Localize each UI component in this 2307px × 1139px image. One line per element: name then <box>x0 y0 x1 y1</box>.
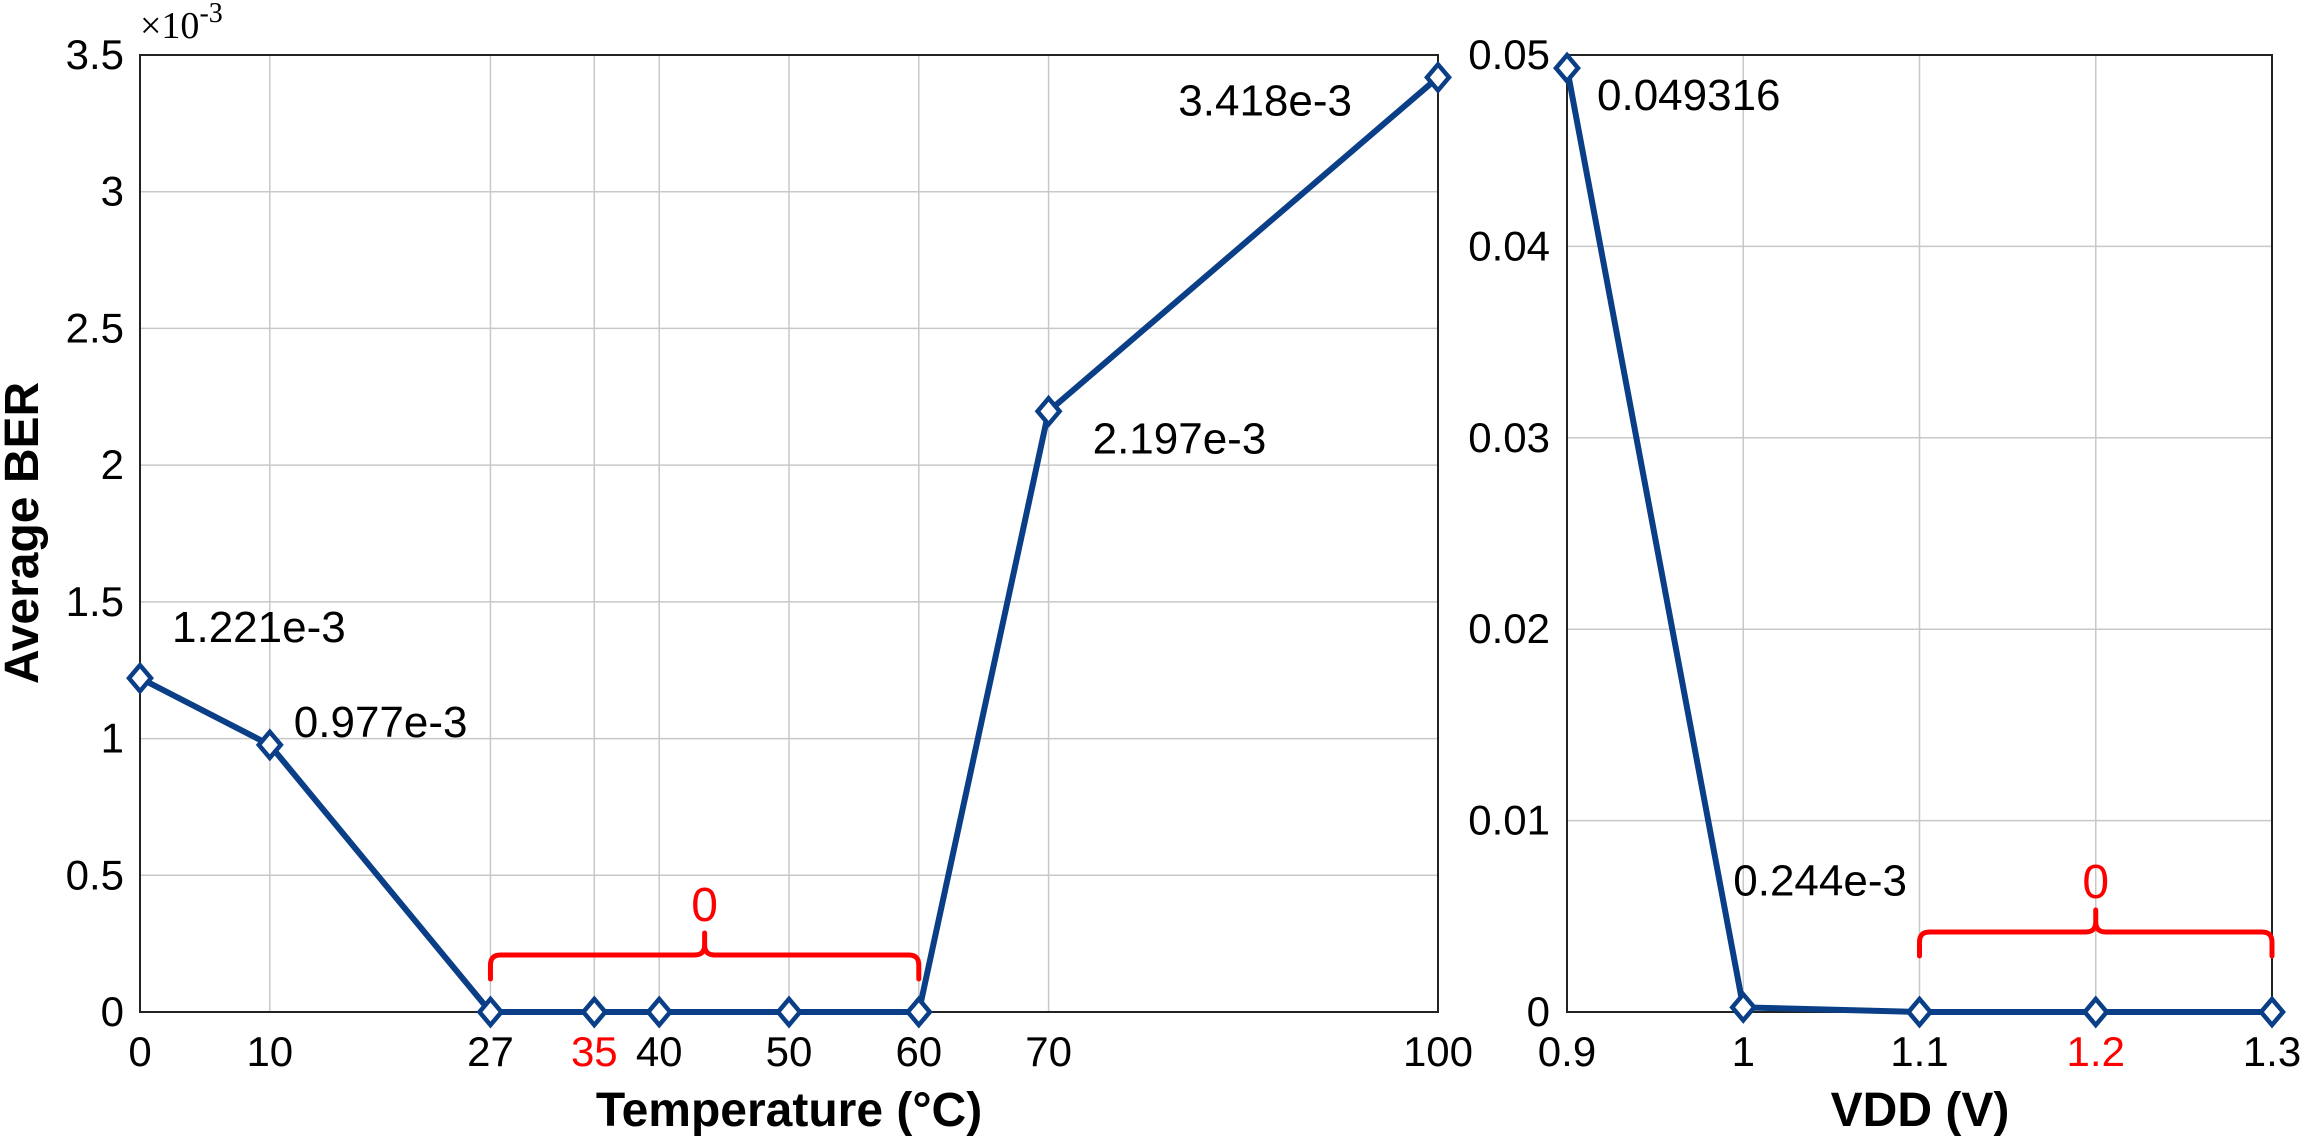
data-point-marker <box>255 728 284 762</box>
data-point-marker <box>126 661 154 695</box>
vdd-y-ticks: 0 0.01 0.02 0.03 0.04 0.05 <box>1468 31 1550 1035</box>
data-point-marker <box>2258 995 2286 1029</box>
y-tick-label: 0.5 <box>66 851 124 898</box>
x-tick-label: 1.3 <box>2243 1028 2301 1075</box>
temperature-markers <box>126 60 1452 1029</box>
data-point-marker <box>2081 995 2110 1029</box>
data-label: 0.244e-3 <box>1733 856 1907 905</box>
data-point-marker <box>904 995 933 1029</box>
x-tick-label: 1 <box>1732 1028 1755 1075</box>
temperature-x-label: Temperature (°C) <box>596 1084 982 1137</box>
temperature-zero-label: 0 <box>691 879 718 932</box>
data-point-marker <box>580 995 609 1029</box>
y-tick-label: 0.05 <box>1468 31 1550 78</box>
temperature-annotations: 1.221e-3 0.977e-3 2.197e-3 3.418e-3 <box>172 76 1352 746</box>
vdd-zero-label: 0 <box>2082 856 2109 909</box>
x-tick-label: 10 <box>246 1028 293 1075</box>
vdd-zero-bracket <box>1917 907 2275 959</box>
y-tick-label: 0.03 <box>1468 414 1550 461</box>
vdd-x-ticks: 0.9 1 1.1 1.2 1.3 <box>1538 1028 2301 1075</box>
data-label: 1.221e-3 <box>172 603 346 652</box>
x-tick-label: 0.9 <box>1538 1028 1596 1075</box>
data-point-marker <box>645 995 674 1029</box>
x-tick-label: 1.2 <box>2067 1028 2125 1075</box>
x-tick-label: 27 <box>467 1028 514 1075</box>
temperature-x-ticks: 0 10 27 35 40 50 60 70 100 <box>128 1028 1473 1075</box>
data-label: 0.049316 <box>1597 71 1781 120</box>
x-tick-label: 40 <box>636 1028 683 1075</box>
data-point-marker <box>1034 394 1063 428</box>
x-tick-label: 70 <box>1025 1028 1072 1075</box>
temperature-grid <box>139 54 1439 1013</box>
x-tick-label: 50 <box>766 1028 813 1075</box>
data-point-marker <box>476 995 505 1029</box>
data-label: 2.197e-3 <box>1093 414 1267 463</box>
y-tick-label: 2.5 <box>66 304 124 351</box>
vdd-annotations: 0.049316 0.244e-3 <box>1597 71 1907 905</box>
data-point-marker <box>1729 990 1758 1024</box>
y-axis-label: Average BER <box>0 382 49 684</box>
vdd-panel: 0 0.01 0.02 0.03 0.04 0.05 0.9 1 1.1 1.2 1.3 0 0.… <box>1468 31 2301 1137</box>
vdd-grid <box>1566 54 2273 1013</box>
y-tick-label: 1.5 <box>66 578 124 625</box>
data-point-marker <box>1424 60 1452 94</box>
y-tick-label: 0.02 <box>1468 605 1550 652</box>
y-tick-label: 3 <box>101 168 124 215</box>
x-tick-label: 0 <box>128 1028 151 1075</box>
data-point-marker <box>1905 995 1934 1029</box>
vdd-markers <box>1553 51 2286 1029</box>
data-point-marker <box>1553 51 1581 85</box>
temperature-zero-bracket <box>487 930 922 982</box>
y-tick-label: 2 <box>101 441 124 488</box>
temperature-panel: 0 0.5 1 1.5 2 2.5 3 3.5 0 10 27 35 40 50 60 70 100 ×10-… <box>0 0 1473 1137</box>
vdd-x-label: VDD (V) <box>1831 1084 2010 1137</box>
data-label: 0.977e-3 <box>294 698 468 747</box>
y-exponent-base: ×10-3 <box>140 0 223 47</box>
y-tick-label: 0 <box>1527 988 1550 1035</box>
y-tick-label: 3.5 <box>66 31 124 78</box>
y-tick-label: 0.04 <box>1468 222 1550 269</box>
y-tick-label: 0 <box>101 988 124 1035</box>
x-tick-label: 60 <box>895 1028 942 1075</box>
y-tick-label: 1 <box>101 715 124 762</box>
data-point-marker <box>775 995 803 1029</box>
x-tick-label: 1.1 <box>1890 1028 1948 1075</box>
x-tick-label: 35 <box>571 1028 618 1075</box>
data-label: 3.418e-3 <box>1178 76 1352 125</box>
y-tick-label: 0.01 <box>1468 797 1550 844</box>
x-tick-label: 100 <box>1403 1028 1473 1075</box>
temperature-y-ticks: 0 0.5 1 1.5 2 2.5 3 3.5 <box>66 31 124 1035</box>
